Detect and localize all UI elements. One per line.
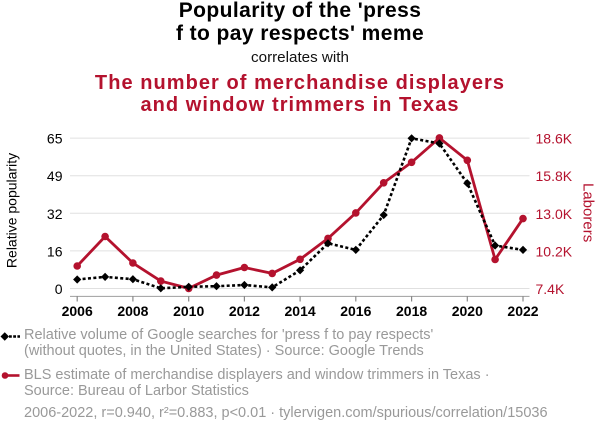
svg-text:2020: 2020 [452,303,483,319]
svg-text:49: 49 [47,168,63,184]
svg-text:Laborers: Laborers [580,183,597,242]
svg-text:2016: 2016 [340,303,371,319]
svg-text:2010: 2010 [173,303,204,319]
svg-text:2008: 2008 [117,303,148,319]
svg-text:7.4K: 7.4K [536,281,565,297]
svg-text:2006: 2006 [62,303,93,319]
svg-text:2022: 2022 [507,303,538,319]
svg-text:16: 16 [47,243,63,259]
svg-text:10.2K: 10.2K [536,243,573,259]
svg-text:2018: 2018 [396,303,427,319]
svg-text:65: 65 [47,131,63,147]
svg-text:18.6K: 18.6K [536,131,573,147]
svg-text:13.0K: 13.0K [536,206,573,222]
svg-text:Relative popularity: Relative popularity [4,153,20,268]
svg-text:32: 32 [47,206,63,222]
svg-text:2012: 2012 [229,303,260,319]
svg-text:0: 0 [55,281,63,297]
svg-text:15.8K: 15.8K [536,168,573,184]
svg-text:2014: 2014 [285,303,316,319]
